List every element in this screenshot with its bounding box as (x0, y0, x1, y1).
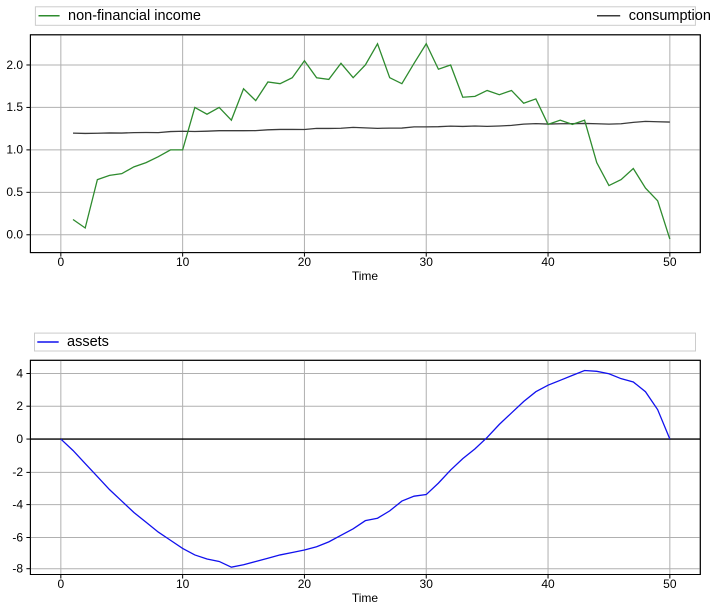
svg-text:0: 0 (16, 432, 23, 446)
svg-text:assets: assets (67, 334, 109, 350)
svg-text:Time: Time (352, 591, 379, 605)
svg-text:-8: -8 (12, 562, 23, 576)
svg-text:30: 30 (420, 255, 434, 269)
svg-text:1.0: 1.0 (6, 143, 23, 157)
svg-text:Time: Time (352, 269, 379, 283)
svg-text:0: 0 (57, 577, 64, 591)
svg-text:-2: -2 (12, 465, 23, 479)
svg-text:10: 10 (176, 577, 190, 591)
svg-text:2.0: 2.0 (6, 58, 23, 72)
svg-text:0.5: 0.5 (6, 185, 23, 199)
svg-text:0.0: 0.0 (6, 228, 23, 242)
svg-text:-6: -6 (12, 530, 23, 544)
svg-text:consumption: consumption (629, 8, 710, 24)
svg-text:1.5: 1.5 (6, 100, 23, 114)
svg-text:30: 30 (420, 577, 434, 591)
svg-text:2: 2 (16, 399, 23, 413)
svg-text:20: 20 (298, 577, 312, 591)
svg-text:50: 50 (663, 255, 677, 269)
svg-text:0: 0 (57, 255, 64, 269)
svg-text:10: 10 (176, 255, 190, 269)
svg-text:20: 20 (298, 255, 312, 269)
svg-text:50: 50 (663, 577, 677, 591)
svg-text:40: 40 (541, 255, 555, 269)
svg-text:4: 4 (16, 366, 23, 380)
svg-text:-4: -4 (12, 497, 23, 511)
svg-text:40: 40 (541, 577, 555, 591)
svg-text:non-financial income: non-financial income (68, 8, 201, 24)
